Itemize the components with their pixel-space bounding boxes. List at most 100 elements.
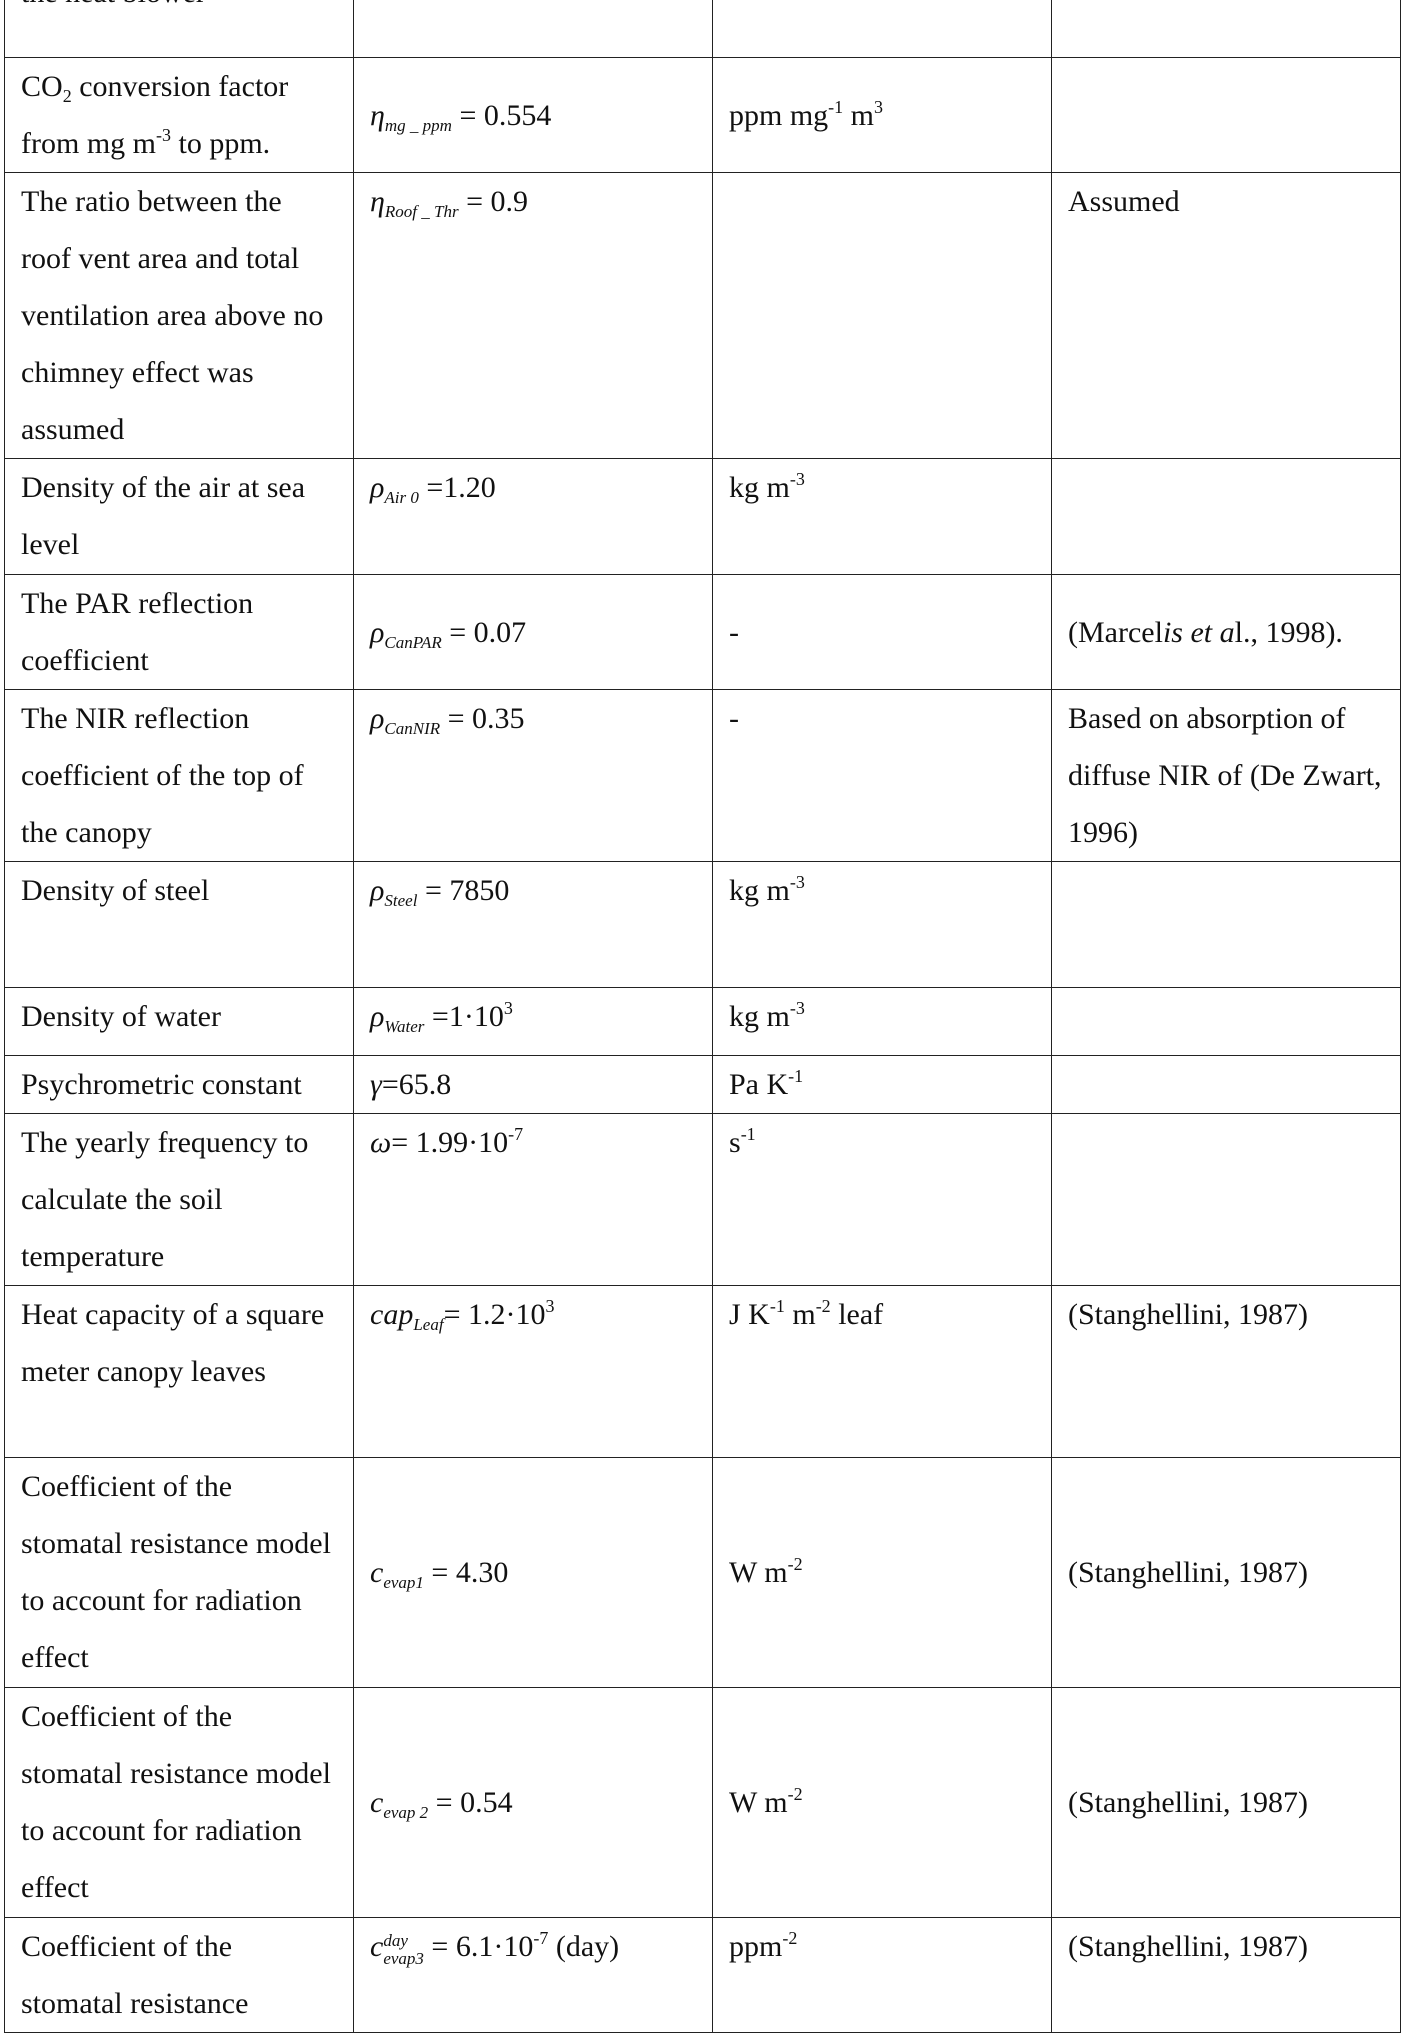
table-cell: - xyxy=(712,689,1052,862)
subscript: mg _ ppm xyxy=(384,115,452,135)
table-row: Coefficient of the stomatal resistance m… xyxy=(4,1457,1401,1688)
table-cell xyxy=(1051,458,1401,575)
table-cell: ρCanPAR = 0.07 xyxy=(353,574,713,690)
table-cell: (Stanghellini, 1987) xyxy=(1051,1285,1401,1458)
table-cell: γ=65.8 xyxy=(353,1055,713,1114)
table-cell xyxy=(712,0,1052,58)
superscript: -3 xyxy=(789,872,805,892)
symbol: ω xyxy=(370,1126,392,1159)
table-cell: (Stanghellini, 1987) xyxy=(1051,1687,1401,1918)
table-row: Heat capacity of a square meter canopy l… xyxy=(4,1285,1401,1458)
superscript: -2 xyxy=(787,1784,803,1804)
table-cell: s-1 xyxy=(712,1113,1052,1286)
table-cell: ω= 1.99·10-7 xyxy=(353,1113,713,1286)
parameter-table: the heat blower CO2 conversion factor fro… xyxy=(4,0,1401,2033)
table-cell: kg m-3 xyxy=(712,458,1052,575)
text: Density of the air at sea level xyxy=(21,471,306,561)
superscript: day xyxy=(383,1931,408,1950)
symbol: ρ xyxy=(370,471,385,504)
table-cell: Psychrometric constant xyxy=(4,1055,354,1114)
table-row: The PAR reflection coefficient ρCanPAR = … xyxy=(4,574,1401,690)
superscript: -3 xyxy=(156,125,171,145)
subscript: Leaf xyxy=(413,1315,444,1334)
table-cell: W m-2 xyxy=(712,1687,1052,1918)
subscript: Steel xyxy=(384,891,418,910)
table-cell xyxy=(1051,1055,1401,1114)
text: m xyxy=(843,98,875,132)
table-row: the heat blower xyxy=(4,0,1401,58)
text: J K xyxy=(729,1298,770,1331)
symbol: η xyxy=(370,98,385,132)
table-cell: Heat capacity of a square meter canopy l… xyxy=(4,1285,354,1458)
text: = 1.99·10 xyxy=(391,1126,509,1159)
text: ppm xyxy=(729,1930,783,1963)
subscript: 2 xyxy=(62,86,72,106)
table-cell xyxy=(1051,987,1401,1056)
text: (Stanghellini, 1987) xyxy=(1068,1786,1308,1819)
text: = 0.54 xyxy=(428,1786,513,1819)
text: kg m xyxy=(729,874,790,907)
table-cell xyxy=(1051,1113,1401,1286)
superscript: -3 xyxy=(789,469,805,489)
symbol: ρ xyxy=(370,702,385,735)
table-cell: The yearly frequency to calculate the so… xyxy=(4,1113,354,1286)
symbol: c xyxy=(370,1786,384,1819)
symbol: ρ xyxy=(370,874,385,907)
superscript: -7 xyxy=(508,1124,524,1144)
text: the heat blower xyxy=(21,0,206,9)
text: (Stanghellini, 1987) xyxy=(1068,1556,1308,1589)
text: Based on absorption of diffuse NIR of (D… xyxy=(1068,702,1382,849)
symbol: η xyxy=(370,185,385,218)
table-cell: capLeaf= 1.2·103 xyxy=(353,1285,713,1458)
table-cell xyxy=(712,172,1052,459)
text: m xyxy=(784,1298,816,1331)
table-cell xyxy=(1051,0,1401,58)
table-cell: Coefficient of the stomatal resistance m… xyxy=(4,1687,354,1918)
text: conversion factor from mg m xyxy=(21,70,289,160)
text: =1.20 xyxy=(418,471,496,504)
symbol: c xyxy=(370,1556,384,1589)
table-row: Density of water ρWater =1·103 kg m-3 xyxy=(4,987,1401,1056)
text: to ppm. xyxy=(171,127,271,160)
subscript: evap3 xyxy=(383,1949,424,1968)
table-cell: Density of the air at sea level xyxy=(4,458,354,575)
table-cell: kg m-3 xyxy=(712,987,1052,1056)
symbol: cap xyxy=(370,1298,414,1331)
superscript: 3 xyxy=(503,998,513,1018)
superscript: 3 xyxy=(545,1296,555,1316)
table-row: Density of steel ρSteel = 7850 kg m-3 xyxy=(4,861,1401,988)
superscript: -2 xyxy=(815,1296,831,1316)
table-row: Coefficient of the stomatal resistance m… xyxy=(4,1687,1401,1918)
table-row: Density of the air at sea level ρAir 0 =1… xyxy=(4,458,1401,575)
symbol: c xyxy=(370,1930,384,1963)
text: Coefficient of the stomatal resistance m… xyxy=(21,1700,331,1904)
table-cell: Density of water xyxy=(4,987,354,1056)
text: W m xyxy=(729,1556,788,1589)
text: = 0.07 xyxy=(441,615,527,649)
table-row: The yearly frequency to calculate the so… xyxy=(4,1113,1401,1286)
subscript: evap 2 xyxy=(383,1803,429,1822)
text: The ratio between the roof vent area and… xyxy=(21,185,324,446)
text: CO xyxy=(21,70,63,103)
text: Pa K xyxy=(729,1068,789,1101)
table-cell: ηmg _ ppm = 0.554 xyxy=(353,57,713,173)
text: =65.8 xyxy=(381,1068,452,1101)
text: ppm mg xyxy=(729,98,829,132)
text: (Stanghellini, 1987) xyxy=(1068,1298,1308,1331)
table-cell: ρAir 0 =1.20 xyxy=(353,458,713,575)
table-cell: CO2 conversion factor from mg m-3 to ppm… xyxy=(4,57,354,173)
table-cell: - xyxy=(712,574,1052,690)
subscript: evap1 xyxy=(383,1573,424,1592)
superscript: -2 xyxy=(782,1928,798,1948)
table-cell: Density of steel xyxy=(4,861,354,988)
subscript: Air 0 xyxy=(384,488,419,507)
table-cell xyxy=(1051,861,1401,988)
text: Coefficient of the stomatal resistance xyxy=(21,1930,249,2020)
text: - xyxy=(729,615,739,649)
text: = 6.1·10 xyxy=(423,1930,534,1963)
text: (Stanghellini, 1987) xyxy=(1068,1930,1308,1963)
text: - xyxy=(729,702,739,735)
text: W m xyxy=(729,1786,788,1819)
superscript: -1 xyxy=(740,1124,756,1144)
